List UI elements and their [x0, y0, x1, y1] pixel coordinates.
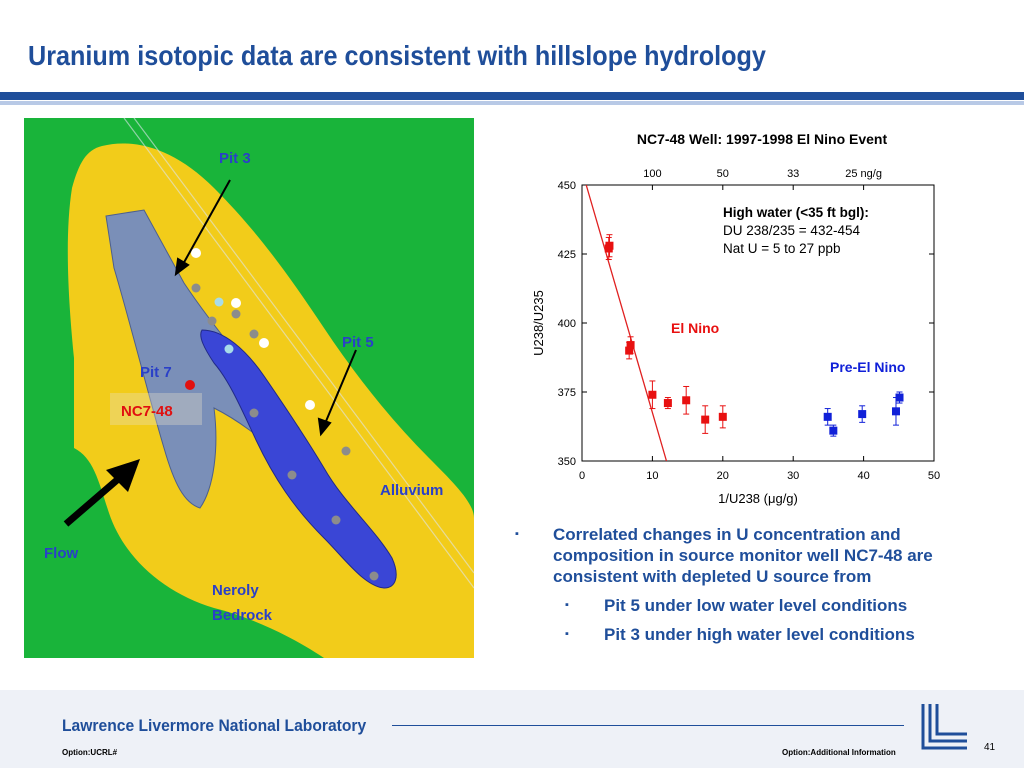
- x-tick-label: 50: [928, 470, 940, 482]
- pit-7-label: Pit 7: [140, 364, 172, 381]
- top-tick-label: 50: [717, 168, 729, 180]
- flow-label: Flow: [44, 545, 78, 562]
- el-nino-point: [718, 412, 727, 421]
- el-nino-point: [701, 415, 710, 424]
- y-tick-label: 400: [558, 318, 576, 330]
- pit-3-arrow: [174, 179, 231, 277]
- pit-3-label: Pit 3: [219, 150, 251, 167]
- bullet-marker: ▪: [565, 599, 569, 611]
- el-nino-point: [625, 346, 634, 355]
- flow-arrow: [63, 459, 140, 527]
- page-number: 41: [984, 742, 996, 753]
- x-tick-label: 30: [787, 470, 799, 482]
- el-nino-point: [663, 399, 672, 408]
- pre-el-nino-point: [823, 412, 832, 421]
- annotation-heading: High water (<35 ft bgl):: [723, 205, 869, 220]
- title-rule: [0, 92, 1024, 100]
- gridline: [133, 118, 474, 574]
- pit-5-arrow: [317, 349, 357, 437]
- bedrock-label-line1: Neroly: [212, 582, 259, 599]
- bullet-main-text: Correlated changes in U concentration an…: [553, 525, 933, 586]
- well-label-box: [110, 393, 202, 425]
- x-tick-label: 20: [717, 470, 729, 482]
- top-tick-label: 25 ng/g: [845, 168, 882, 180]
- x-axis: 0 10 20 30 40 50: [579, 456, 940, 482]
- top-tick-label: 100: [643, 168, 661, 180]
- y-tick-label: 425: [558, 249, 576, 261]
- el-nino-point: [682, 396, 691, 405]
- chart-title: NC7-48 Well: 1997-1998 El Nino Event: [637, 131, 888, 147]
- bullet-marker: ▪: [565, 628, 569, 640]
- isotope-chart: NC7-48 Well: 1997-1998 El Nino Event 350…: [531, 131, 940, 506]
- bedrock-label-line2: Bedrock: [212, 607, 273, 624]
- el-nino-point: [605, 241, 614, 250]
- x-tick-label: 10: [646, 470, 658, 482]
- footer-option-left: Option:UCRL#: [62, 748, 118, 757]
- gridline: [123, 118, 474, 589]
- y-tick-label: 450: [558, 180, 576, 192]
- pre-el-nino-point: [895, 393, 904, 402]
- footer: [0, 690, 1024, 768]
- series-label-pre-el-nino: Pre-El Nino: [830, 359, 905, 375]
- bullet-main: ▪ Correlated changes in U concentration …: [515, 524, 995, 587]
- slide-title: Uranium isotopic data are consistent wit…: [28, 40, 766, 71]
- pit-5-area: [200, 329, 397, 589]
- annotation-line1: DU 238/235 = 432-454: [723, 223, 860, 238]
- pre-el-nino-point: [829, 426, 838, 435]
- y-axis-label: U238/U235: [531, 290, 546, 356]
- pre-el-nino-point: [891, 407, 900, 416]
- el-nino-point: [626, 341, 635, 350]
- bullet-sub-1: ▪ Pit 5 under low water level conditions: [515, 595, 995, 616]
- x-tick-label: 40: [857, 470, 869, 482]
- annotation-line2: Nat U = 5 to 27 ppb: [723, 241, 840, 256]
- footer-option-right: Option:Additional Information: [782, 748, 896, 757]
- y-tick-label: 375: [558, 387, 576, 399]
- x-axis-label: 1/U238 (μg/g): [718, 491, 798, 506]
- bullet-sub-1-text: Pit 5 under low water level conditions: [604, 596, 908, 615]
- title-rule-light: [0, 101, 1024, 105]
- trend-line: [585, 184, 668, 462]
- sample-points: [191, 248, 379, 581]
- llnl-logo-icon: [921, 704, 967, 750]
- pit-5-label: Pit 5: [342, 334, 374, 351]
- footer-rule: [392, 725, 904, 726]
- data-points: [604, 234, 904, 437]
- well-nc7-48-marker: [185, 380, 195, 390]
- well-label: NC7-48: [121, 403, 173, 420]
- lab-name: Lawrence Livermore National Laboratory: [62, 716, 367, 735]
- site-map: Pit 3 Pit 5 Pit 7 NC7-48 Alluvium Flow N…: [24, 118, 474, 658]
- bullet-sub-2-text: Pit 3 under high water level conditions: [604, 625, 915, 644]
- bullet-sub-2: ▪ Pit 3 under high water level condition…: [515, 624, 995, 645]
- top-axis: 100 50 33 25 ng/g: [643, 168, 882, 190]
- el-nino-point: [648, 390, 657, 399]
- pre-el-nino-point: [858, 410, 867, 419]
- top-tick-label: 33: [787, 168, 799, 180]
- x-tick-label: 0: [579, 470, 585, 482]
- alluvium-label: Alluvium: [380, 482, 443, 499]
- bullet-list: ▪ Correlated changes in U concentration …: [515, 524, 995, 645]
- y-axis: 350 375 400 425 450: [558, 180, 934, 468]
- series-label-el-nino: El Nino: [671, 320, 719, 336]
- y-tick-label: 350: [558, 456, 576, 468]
- bullet-marker: ▪: [515, 528, 519, 540]
